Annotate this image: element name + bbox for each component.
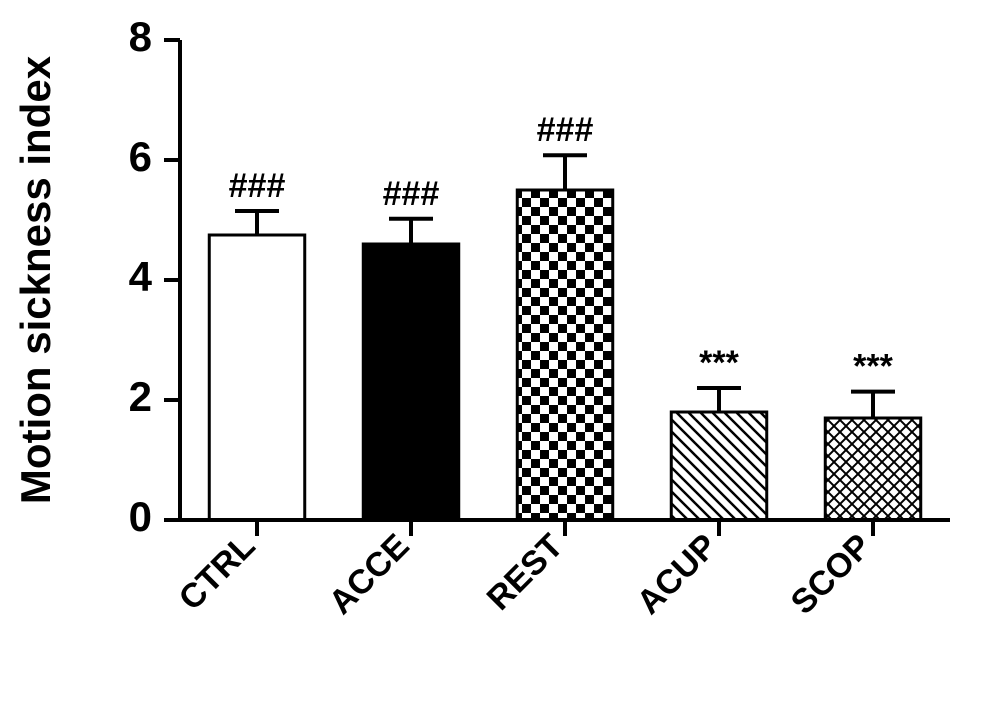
y-tick-label: 6 xyxy=(129,133,152,180)
sig-label-rest: ### xyxy=(537,111,594,149)
x-tick-label-acce: ACCE xyxy=(322,527,417,622)
y-tick-label: 4 xyxy=(129,253,153,300)
sig-label-acup: *** xyxy=(699,344,739,382)
x-tick-label-acup: ACUP xyxy=(630,527,725,622)
y-tick-label: 8 xyxy=(129,13,152,60)
sig-label-ctrl: ### xyxy=(229,167,286,205)
x-tick-label-scop: SCOP xyxy=(784,527,879,622)
y-axis-label: Motion sickness index xyxy=(12,55,59,504)
bar-rest xyxy=(517,190,612,520)
chart-container: ### ### ### *** *** 0 2 4 6 8 CTRL ACCE REST ACUP SCOP… xyxy=(0,0,997,712)
sig-label-scop: *** xyxy=(853,348,893,386)
sig-label-acce: ### xyxy=(383,175,440,213)
y-tick-label: 2 xyxy=(129,373,152,420)
y-tick-label: 0 xyxy=(129,493,152,540)
x-tick-label-rest: REST xyxy=(480,527,571,618)
bar-acce xyxy=(363,244,458,520)
bar-acup xyxy=(671,412,766,520)
bar-ctrl xyxy=(209,235,304,520)
bar-chart: ### ### ### *** *** 0 2 4 6 8 CTRL ACCE REST ACUP SCOP… xyxy=(0,0,997,712)
x-tick-label-ctrl: CTRL xyxy=(172,527,263,618)
bar-scop xyxy=(825,418,920,520)
